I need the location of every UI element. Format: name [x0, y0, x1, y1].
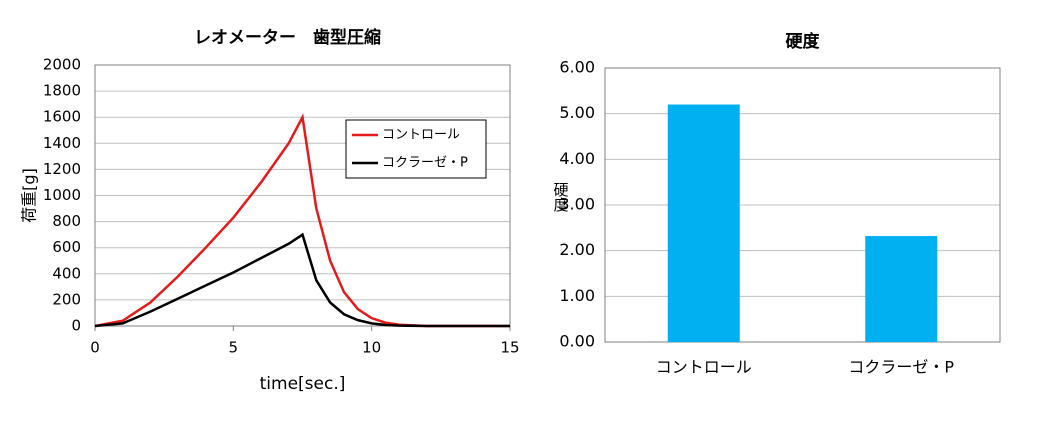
plot-frame	[94, 64, 511, 327]
legend-box	[345, 119, 487, 179]
y-tick-label: 3.00	[559, 195, 595, 214]
y-tick-label: 800	[52, 212, 81, 230]
series-line	[94, 232, 510, 328]
y-tick-label: 200	[52, 290, 81, 308]
y-tick-label: 2000	[43, 56, 81, 74]
y-tick-label: 0.00	[559, 332, 595, 351]
y-tick-label: 2.00	[559, 240, 595, 259]
x-tick-label: 10	[362, 339, 381, 357]
x-tick-label: 0	[90, 339, 100, 357]
y-tick-label: 1200	[43, 160, 81, 178]
chart-title: レオメーター 歯型圧縮	[194, 27, 381, 48]
x-tick-label: コクラーゼ・P	[848, 358, 954, 377]
legend-label: コントロール	[382, 128, 460, 143]
x-tick-label: コントロール	[656, 358, 752, 377]
y-tick-label: 0	[71, 317, 81, 335]
plot-frame	[604, 67, 1001, 343]
bar	[667, 104, 740, 343]
y-tick-label: 400	[52, 264, 81, 282]
y-tick-label: 6.00	[559, 58, 595, 77]
y-tick-label: 5.00	[559, 103, 595, 122]
y-tick-label: 600	[52, 238, 81, 256]
x-tick-label: 15	[500, 339, 519, 357]
y-tick-label: 1000	[43, 186, 81, 204]
y-tick-label: 1600	[43, 108, 81, 126]
y-axis-label: 荷重[g]	[20, 168, 39, 223]
chart-title: 硬度	[786, 31, 821, 52]
y-tick-label: 1800	[43, 82, 81, 100]
x-axis-label: time[sec.]	[260, 374, 346, 394]
y-tick-label: 4.00	[559, 149, 595, 168]
bar	[865, 236, 938, 342]
legend-label: コクラーゼ・P	[382, 156, 468, 171]
y-tick-label: 1400	[43, 134, 81, 152]
y-axis-label: 硬度	[552, 182, 570, 212]
y-tick-label: 1.00	[559, 286, 595, 305]
x-tick-label: 5	[229, 339, 239, 357]
